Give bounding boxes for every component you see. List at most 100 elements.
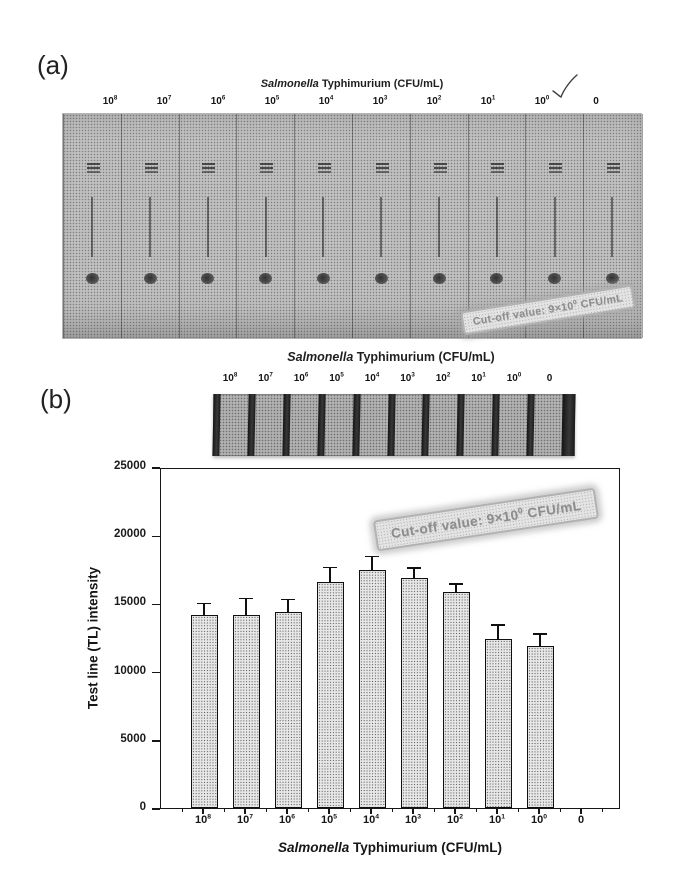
strip-sample-text bbox=[202, 163, 216, 166]
x-minor-tick bbox=[223, 809, 225, 812]
error-bar-line bbox=[497, 624, 499, 639]
test-line-band bbox=[247, 394, 256, 456]
strip-sample-well bbox=[374, 273, 388, 285]
concentration-label: 102 bbox=[426, 94, 442, 107]
montage-strip-label: 107 bbox=[258, 371, 273, 384]
x-tick-label: 107 bbox=[236, 813, 254, 826]
x-tick-mark bbox=[202, 809, 204, 814]
y-tick-mark bbox=[152, 603, 160, 606]
test-line-band bbox=[351, 394, 361, 456]
concentration-label: 0 bbox=[593, 96, 599, 107]
error-bar-line bbox=[455, 582, 457, 592]
x-tick-mark bbox=[328, 809, 330, 814]
x-tick-label: 0 bbox=[577, 814, 585, 826]
strip-edge-line bbox=[322, 196, 325, 258]
strip-edge-line bbox=[91, 196, 94, 258]
strip-edge-line bbox=[553, 196, 556, 258]
error-bar-line bbox=[287, 598, 289, 612]
error-bar bbox=[239, 597, 253, 615]
error-bar bbox=[365, 555, 379, 570]
strip-edge-line bbox=[264, 196, 267, 258]
montage-strip-label: 101 bbox=[471, 371, 486, 384]
x-tick-label: 102 bbox=[446, 813, 464, 826]
bar bbox=[232, 614, 260, 808]
montage-strip-label: 105 bbox=[329, 371, 344, 384]
strip-sample-well bbox=[490, 273, 504, 285]
error-bar-line bbox=[413, 567, 415, 579]
panel-a-title: Salmonella Typhimurium (CFU/mL) bbox=[260, 78, 444, 90]
strip-edge-line bbox=[437, 196, 440, 258]
error-bar bbox=[407, 567, 421, 579]
bar bbox=[442, 591, 470, 808]
montage-strip-label: 102 bbox=[435, 371, 451, 384]
concentration-label: 105 bbox=[264, 94, 280, 107]
y-tick-label: 5000 bbox=[120, 732, 146, 745]
error-bar-cap bbox=[491, 624, 505, 626]
test-line-band bbox=[526, 394, 535, 456]
concentration-label: 108 bbox=[102, 94, 118, 107]
test-strip bbox=[583, 114, 643, 338]
error-bar-cap bbox=[533, 633, 547, 635]
test-strip bbox=[467, 114, 527, 338]
error-bar bbox=[533, 633, 547, 646]
x-minor-tick bbox=[265, 809, 267, 812]
x-tick-label: 105 bbox=[320, 813, 338, 826]
concentration-label: 107 bbox=[156, 94, 172, 107]
y-tick-label: 10000 bbox=[114, 664, 146, 677]
strip-photo: Cut-off value: 9×100 CFU/mL bbox=[63, 114, 643, 338]
bar bbox=[358, 570, 386, 808]
error-bar-cap bbox=[281, 598, 295, 601]
x-tick-mark bbox=[454, 809, 456, 814]
montage-strip-label: 100 bbox=[506, 371, 522, 384]
y-tick-mark bbox=[152, 467, 160, 469]
concentration-label: 106 bbox=[210, 94, 226, 107]
bar bbox=[400, 578, 428, 808]
panel-b-strip-title: Salmonella Typhimurium (CFU/mL) bbox=[287, 350, 495, 364]
x-tick-mark bbox=[580, 809, 582, 814]
y-tick-mark bbox=[152, 535, 160, 537]
x-axis-title: Salmonella Typhimurium (CFU/mL) bbox=[277, 840, 503, 855]
bar bbox=[484, 639, 512, 808]
montage-strip-label: 108 bbox=[222, 371, 238, 384]
bar bbox=[274, 612, 302, 808]
error-bar-cap bbox=[449, 582, 463, 585]
y-axis-title: Test line (TL) intensity bbox=[85, 566, 101, 710]
error-bar-line bbox=[203, 602, 205, 615]
error-bar-line bbox=[371, 555, 373, 570]
strip-sample-well bbox=[201, 273, 215, 285]
test-strip bbox=[63, 114, 122, 338]
x-tick-label: 103 bbox=[404, 813, 422, 826]
x-tick-label: 101 bbox=[488, 813, 506, 826]
bar bbox=[190, 614, 218, 808]
panel-a-label: (a) bbox=[37, 50, 69, 80]
test-line-band bbox=[212, 394, 221, 456]
x-tick-mark bbox=[538, 809, 540, 814]
montage-strip-label: 103 bbox=[400, 371, 415, 384]
strip-sample-text bbox=[375, 163, 389, 166]
error-bar bbox=[491, 624, 505, 639]
error-bar bbox=[449, 582, 463, 592]
y-tick-mark bbox=[152, 671, 160, 674]
montage-label-row: 108 107 106 105 104 103 102 101 100 0 bbox=[0, 371, 685, 389]
strip-photo-strips bbox=[63, 114, 643, 338]
x-tick-label: 108 bbox=[194, 813, 212, 826]
strip-edge-line bbox=[206, 196, 209, 258]
x-tick-mark bbox=[370, 809, 372, 814]
error-bar bbox=[197, 602, 211, 615]
error-bar-cap bbox=[323, 566, 337, 569]
strip-edge-line bbox=[611, 196, 614, 258]
strip-sample-text bbox=[607, 163, 621, 166]
strip-sample-well bbox=[606, 273, 620, 285]
x-tick-mark bbox=[496, 809, 498, 814]
test-line-band bbox=[421, 394, 431, 456]
strip-sample-well bbox=[317, 273, 331, 285]
bar bbox=[526, 645, 554, 808]
x-tick-label: 104 bbox=[362, 813, 380, 826]
montage-strip-label: 106 bbox=[293, 371, 309, 384]
concentration-label: 100 bbox=[534, 94, 550, 107]
error-bar-cap bbox=[239, 597, 253, 600]
test-line-band bbox=[282, 394, 291, 456]
strip-sample-text bbox=[318, 163, 332, 166]
y-tick-label: 25000 bbox=[114, 460, 146, 472]
